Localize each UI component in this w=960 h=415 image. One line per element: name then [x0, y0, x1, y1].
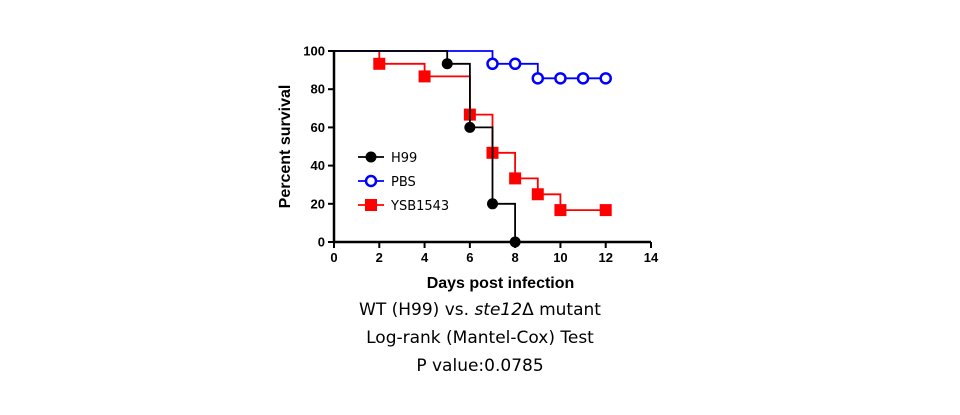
point-pbs — [486, 57, 499, 71]
x-tick-label: 2 — [376, 250, 383, 265]
caption-prefix: WT (H99) vs. — [359, 300, 475, 320]
series-h99 — [334, 50, 521, 248]
caption-line-2: Log-rank (Mantel-Cox) Test — [366, 328, 594, 348]
point-ysb1543 — [373, 57, 386, 70]
y-tick-label: 60 — [311, 120, 325, 135]
point-pbs — [599, 72, 612, 85]
legend-marker-ysb1543 — [365, 199, 377, 211]
legend-item-pbs: PBS — [358, 174, 416, 190]
caption-suffix: Δ mutant — [522, 300, 601, 320]
y-axis-label: Percent survival — [277, 85, 294, 209]
x-tick-label: 4 — [421, 250, 429, 265]
point-ysb1543 — [509, 172, 522, 185]
y-tick-label: 20 — [311, 196, 325, 211]
x-tick-label: 14 — [644, 250, 659, 265]
x-tick-label: 6 — [466, 250, 473, 265]
series-pbs — [334, 50, 612, 85]
point-ysb1543 — [554, 204, 567, 217]
legend-marker-h99 — [365, 151, 377, 163]
x-tick-label: 0 — [330, 250, 337, 265]
caption-line-1: WT (H99) vs. ste12Δ mutant — [0, 300, 960, 320]
chart-series — [334, 50, 612, 248]
legend-label-pbs: PBS — [391, 175, 416, 190]
x-tick-label: 12 — [598, 250, 612, 265]
point-pbs — [531, 72, 545, 85]
point-pbs — [508, 57, 522, 71]
x-tick-label: 10 — [553, 250, 567, 265]
caption-gene-name: ste12 — [474, 300, 523, 320]
point-ysb1543 — [418, 70, 431, 83]
legend-label-h99: H99 — [391, 151, 417, 166]
x-axis-label: Days post infection — [427, 275, 575, 292]
point-ysb1543 — [531, 188, 544, 201]
point-h99 — [509, 236, 521, 248]
point-h99 — [464, 121, 476, 133]
point-h99 — [487, 198, 498, 210]
chart-legend: H99 PBS YSB1543 — [358, 151, 449, 214]
point-ysb1543 — [599, 204, 612, 217]
legend-item-h99: H99 — [358, 151, 417, 166]
point-pbs — [576, 72, 590, 85]
legend-item-ysb1543: YSB1543 — [358, 199, 449, 214]
point-pbs — [554, 72, 567, 85]
series-ysb1543 — [334, 50, 612, 217]
x-tick-label: 8 — [512, 250, 519, 265]
y-tick-label: 40 — [311, 158, 325, 173]
y-tick-label: 0 — [318, 235, 325, 250]
caption-line-3: P value:0.0785 — [416, 356, 544, 376]
legend-marker-pbs — [364, 174, 378, 188]
point-h99 — [441, 58, 453, 70]
legend-label-ysb1543: YSB1543 — [390, 199, 449, 214]
y-tick-label: 80 — [311, 82, 325, 97]
y-tick-label: 100 — [303, 44, 325, 59]
